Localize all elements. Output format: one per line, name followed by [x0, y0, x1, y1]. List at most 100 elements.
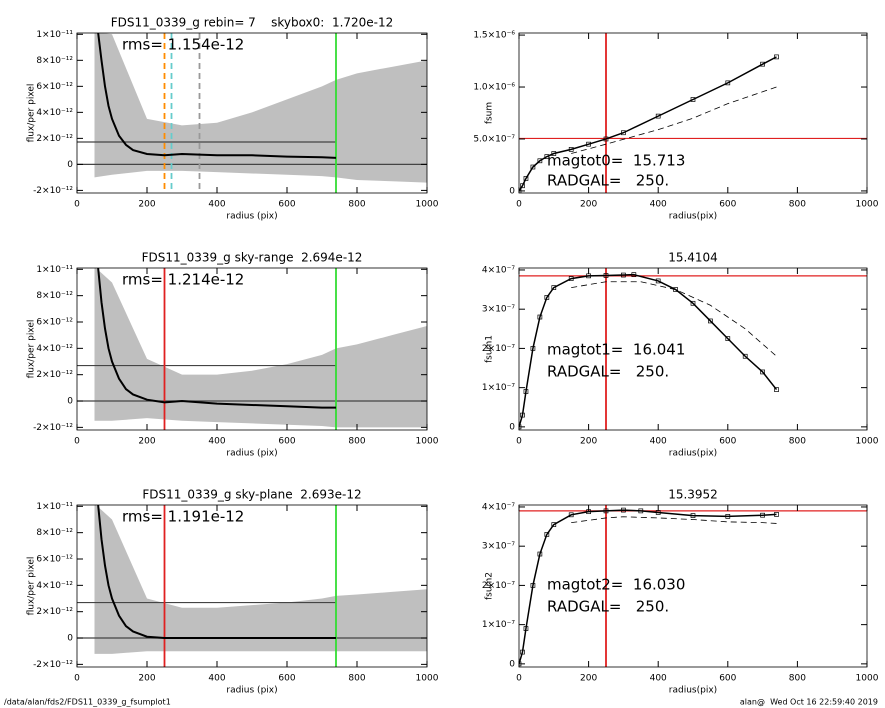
- y-tick-label: 0: [509, 659, 515, 669]
- data-point: [520, 649, 525, 655]
- x-tick-label: 400: [650, 200, 667, 210]
- x-tick-label: 600: [719, 674, 736, 684]
- data-point: [742, 353, 748, 359]
- x-tick-label: 1000: [856, 674, 879, 684]
- y-axis-label: fsum2: [485, 572, 495, 600]
- x-tick-label: 200: [580, 437, 597, 447]
- data-point: [774, 512, 779, 517]
- data-point: [774, 54, 779, 60]
- y-tick-label: 8×10⁻¹²: [36, 528, 73, 538]
- y-tick-label: 6×10⁻¹²: [36, 318, 73, 328]
- data-point: [544, 295, 550, 300]
- panel-title: FDS11_0339_g rebin= 7 skybox0: 1.720e-12: [111, 16, 394, 30]
- data-point: [520, 412, 525, 418]
- y-tick-label: 6×10⁻¹²: [36, 555, 73, 565]
- data-point: [690, 513, 696, 518]
- data-point: [655, 278, 661, 284]
- annotation: rms= 1.214e-12: [122, 271, 244, 289]
- x-tick-label: 0: [74, 200, 80, 210]
- data-point: [690, 300, 696, 306]
- x-axis-label: radius (pix): [226, 449, 277, 459]
- plot-area: [519, 33, 867, 193]
- plot-frame: [76, 267, 428, 431]
- plot-area: [77, 505, 427, 667]
- x-tick-label: 400: [208, 437, 225, 447]
- series-line: [571, 86, 777, 154]
- data-point: [690, 97, 696, 102]
- data-point: [725, 80, 731, 86]
- x-tick-label: 1000: [856, 200, 879, 210]
- data-point: [544, 532, 550, 537]
- plot-frame: [518, 267, 868, 431]
- data-point: [603, 508, 609, 514]
- x-tick-label: 600: [278, 437, 295, 447]
- y-tick-label: 2×10⁻⁷: [482, 581, 515, 591]
- panel: 0 200 400 600 800 1000-2×10⁻¹²02×10⁻¹²4×10⁻¹²…: [27, 16, 439, 222]
- x-tick-label: 1000: [856, 437, 879, 447]
- plot-frame: [76, 504, 428, 668]
- data-point: [586, 141, 591, 147]
- y-tick-label: 1.5×10⁻⁶: [473, 31, 515, 41]
- data-point: [537, 158, 543, 164]
- x-tick-label: 1000: [416, 437, 439, 447]
- data-point: [774, 387, 779, 392]
- x-tick-label: 400: [208, 200, 225, 210]
- annotation: RADGAL= 250.: [547, 172, 669, 190]
- y-tick-label: 4×10⁻⁷: [482, 265, 515, 275]
- y-tick-label: 0: [67, 634, 73, 644]
- data-point: [523, 389, 529, 394]
- data-point: [638, 508, 644, 514]
- series-line: [519, 273, 778, 428]
- data-point: [568, 276, 574, 281]
- data-point: [725, 514, 731, 519]
- data-point: [523, 626, 529, 631]
- data-point: [544, 154, 550, 159]
- x-tick-label: 200: [580, 200, 597, 210]
- x-tick-label: 0: [516, 674, 522, 684]
- y-axis-label: fsum: [485, 102, 495, 124]
- x-axis-label: radius(pix): [669, 212, 717, 222]
- y-tick-label: 1×10⁻¹¹: [36, 502, 73, 512]
- plot-area: [519, 268, 867, 430]
- panel: 0 200 400 600 800 1000-2×10⁻¹²02×10⁻¹²4×10⁻¹²…: [27, 251, 439, 459]
- x-tick-label: 0: [516, 200, 522, 210]
- data-point: [621, 507, 626, 513]
- data-point: [530, 164, 536, 170]
- data-point: [551, 151, 557, 156]
- data-point: [603, 273, 609, 278]
- panel: 0 200 400 600 800 1000-2×10⁻¹²02×10⁻¹²4×10⁻¹²…: [27, 488, 439, 696]
- x-axis-label: radius (pix): [226, 686, 277, 696]
- panel-title: 15.3952: [668, 488, 718, 502]
- data-point: [760, 512, 765, 518]
- x-axis-label: radius (pix): [226, 212, 277, 222]
- data-point: [760, 369, 765, 375]
- panel: 0 200 400 600 800 1000 0 1×10⁻⁷ 2×10⁻⁷ 3×10⁻⁷ 4×10…: [482, 488, 879, 696]
- data-point: [537, 314, 543, 320]
- annotation: RADGAL= 250.: [547, 598, 669, 616]
- x-tick-label: 600: [278, 200, 295, 210]
- series-line: [519, 56, 777, 192]
- plot-frame: [518, 32, 868, 194]
- y-tick-label: 3×10⁻⁷: [482, 305, 515, 315]
- footer-stamp: alan@ Wed Oct 16 22:59:40 2019: [740, 698, 878, 707]
- y-tick-label: 1×10⁻⁷: [482, 620, 515, 630]
- scatter-cloud: [94, 33, 427, 183]
- x-tick-label: 200: [580, 674, 597, 684]
- y-tick-label: -2×10⁻¹²: [33, 186, 73, 196]
- data-point: [655, 113, 661, 119]
- y-tick-label: 0: [509, 422, 515, 432]
- y-tick-label: 1×10⁻¹¹: [36, 265, 73, 275]
- y-axis-label: flux/per pixel: [27, 320, 37, 379]
- data-point: [530, 346, 536, 351]
- series-line: [97, 33, 337, 159]
- plot-frame: [76, 32, 428, 194]
- y-tick-label: 2×10⁻¹²: [36, 370, 73, 380]
- x-tick-label: 800: [789, 200, 806, 210]
- y-tick-label: 1.0×10⁻⁶: [473, 83, 515, 93]
- y-tick-label: 2×10⁻⁷: [482, 344, 515, 354]
- data-point: [603, 136, 609, 142]
- x-tick-label: 600: [278, 674, 295, 684]
- annotation: rms= 1.154e-12: [122, 36, 244, 54]
- x-tick-label: 800: [348, 437, 365, 447]
- y-tick-label: 6×10⁻¹²: [36, 82, 73, 92]
